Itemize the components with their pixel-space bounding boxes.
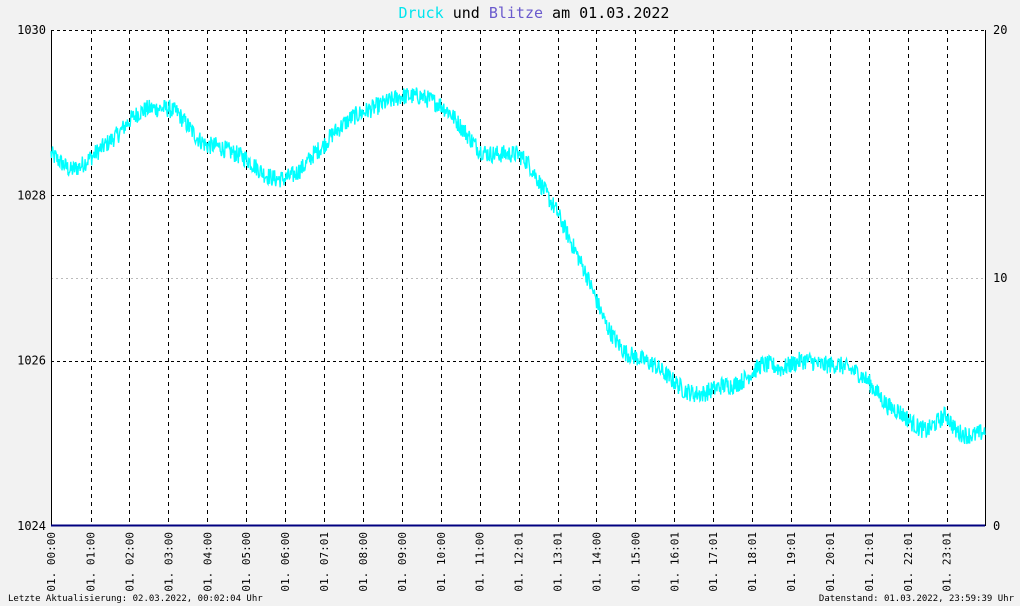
title-pressure-label: Druck: [399, 4, 444, 22]
x-tick-label: 01. 05:00: [240, 532, 253, 592]
x-tick-label: 01. 08:00: [357, 532, 370, 592]
x-axis: 01. 00:00 01. 01:00 01. 02:00 01. 03:00 01. …: [45, 532, 954, 592]
x-tick-label: 01. 19:01: [785, 532, 798, 592]
x-tick-label: 01. 04:00: [201, 532, 214, 592]
x-tick-label: 01. 15:00: [629, 532, 642, 592]
title-date: am 01.03.2022: [543, 4, 669, 22]
x-tick-label: 01. 23:01: [941, 532, 954, 592]
y-axis-right: 0 10 20: [993, 23, 1007, 533]
x-tick-label: 01. 03:00: [162, 532, 175, 592]
footer-data-status: Datenstand: 01.03.2022, 23:59:39 Uhr: [819, 594, 1015, 604]
chart-title: Druck und Blitze am 01.03.2022: [399, 4, 670, 22]
x-tick-label: 01. 11:00: [474, 532, 487, 592]
x-tick-label: 01. 14:00: [591, 532, 604, 592]
x-tick-label: 01. 02:00: [124, 532, 137, 592]
y-tick-label-left: 1026: [17, 354, 46, 368]
x-tick-label: 01. 21:01: [863, 532, 876, 592]
title-connector-1: und: [444, 4, 489, 22]
x-tick-label: 01. 20:01: [824, 532, 837, 592]
y-tick-label-left: 1024: [17, 519, 46, 533]
x-tick-label: 01. 12:01: [513, 532, 526, 592]
x-tick-label: 01. 06:00: [279, 532, 292, 592]
x-tick-label: 01. 01:00: [85, 532, 98, 592]
grid: [51, 30, 986, 526]
x-tick-label: 01. 00:00: [45, 532, 58, 592]
y-tick-label-right: 10: [993, 271, 1007, 285]
x-tick-label: 01. 16:01: [668, 532, 681, 592]
y-tick-label-right: 20: [993, 23, 1007, 37]
y-tick-label-right: 0: [993, 519, 1000, 533]
series-pressure-line: [50, 87, 986, 445]
x-tick-label: 01. 17:01: [707, 532, 720, 592]
x-tick-label: 01. 07:01: [318, 532, 331, 592]
x-tick-label: 01. 18:01: [746, 532, 759, 592]
y-tick-label-left: 1030: [17, 23, 46, 37]
x-tick-label: 01. 09:00: [396, 532, 409, 592]
x-tick-label: 01. 22:01: [902, 532, 915, 592]
title-lightning-label: Blitze: [489, 4, 543, 22]
x-tick-label: 01. 10:00: [435, 532, 448, 592]
footer-last-update: Letzte Aktualisierung: 02.03.2022, 00:02…: [8, 594, 263, 604]
y-tick-label-left: 1028: [17, 188, 46, 202]
y-axis-left: 1024 1026 1028 1030: [17, 23, 46, 533]
series-layer: [50, 87, 986, 527]
x-tick-label: 01. 13:01: [552, 532, 565, 592]
